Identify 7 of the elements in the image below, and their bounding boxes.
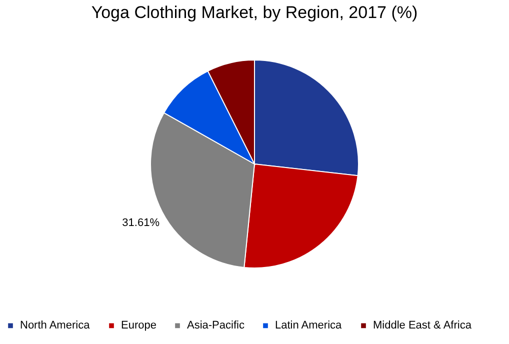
chart-title: Yoga Clothing Market, by Region, 2017 (%) bbox=[91, 3, 418, 22]
legend-label: North America bbox=[20, 320, 91, 332]
legend-label: Asia-Pacific bbox=[187, 320, 245, 332]
legend-label: Middle East & Africa bbox=[373, 320, 472, 332]
data-label: 31.61% bbox=[122, 216, 160, 229]
legend-label: Latin America bbox=[275, 320, 343, 332]
legend-label: Europe bbox=[121, 320, 156, 332]
